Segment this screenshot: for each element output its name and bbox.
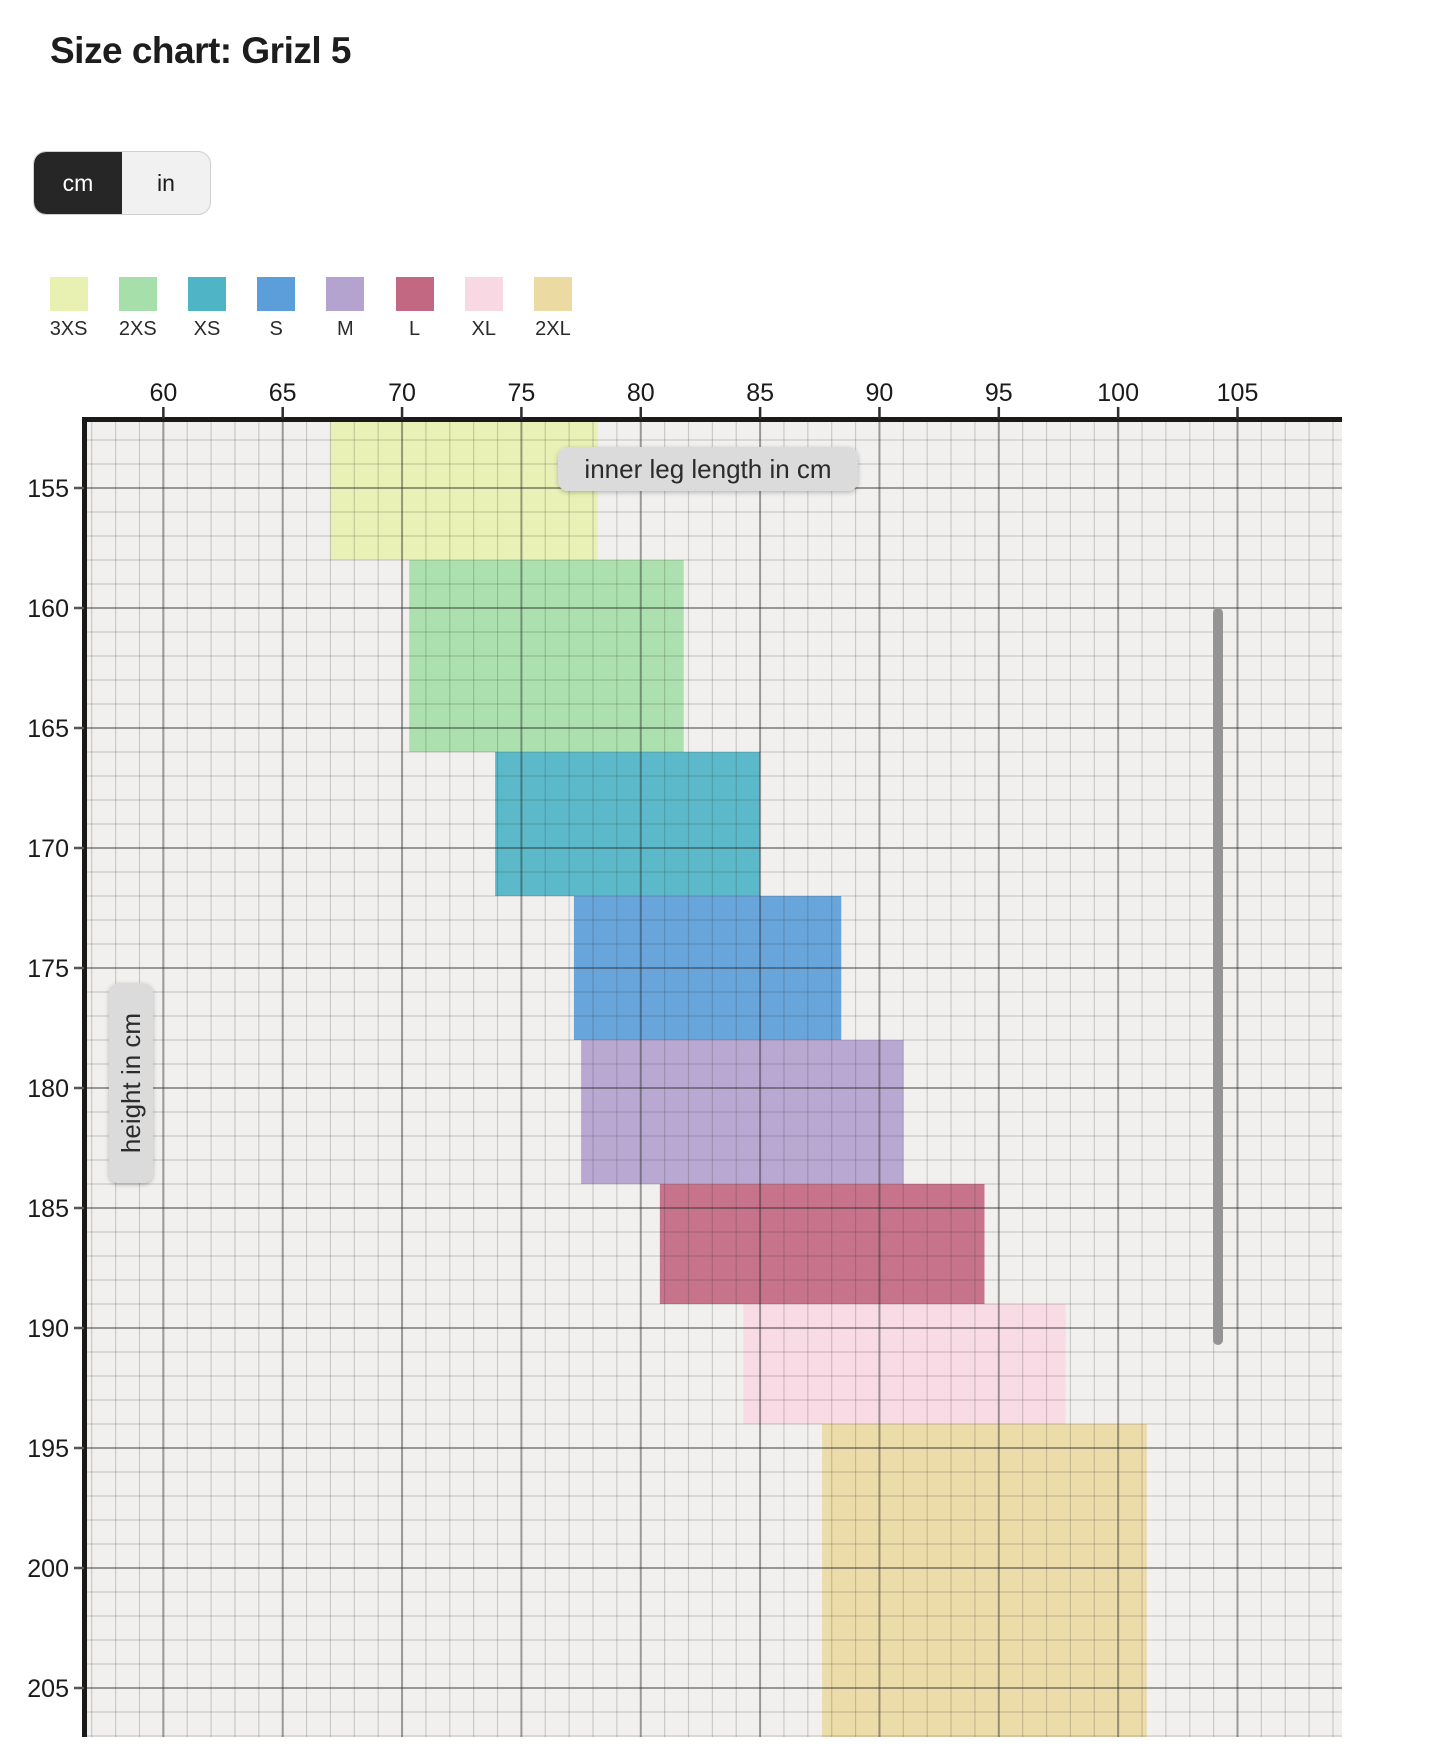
size-region-s [573,896,842,1040]
unit-toggle: cm in [33,151,211,215]
legend-swatch-s [257,277,296,311]
y-tick-label: 155 [27,475,69,503]
size-region-3xs [330,422,598,560]
legend-item-xs: XS [172,277,241,341]
y-tick-label: 175 [27,955,69,983]
x-axis-line [82,417,1342,422]
size-region-m [581,1040,904,1184]
unit-toggle-in-button[interactable]: in [122,152,210,214]
legend-label: 3XS [49,318,88,340]
y-axis-line [82,417,87,1737]
legend-swatch-xl [464,277,503,311]
size-region-xs [495,752,761,896]
y-axis-label: height in cm [116,1013,146,1153]
x-tick-label: 70 [388,379,416,407]
legend-swatch-xs [187,277,226,311]
y-tick-label: 165 [27,715,69,743]
legend-item-l: L [380,277,449,341]
size-legend: 3XS 2XS XS S M L XL 2XL [34,277,588,341]
legend-item-2xs: 2XS [103,277,172,341]
y-axis-label-pill [109,983,153,1183]
page-title: Size chart: Grizl 5 [50,30,352,71]
legend-label: L [408,318,421,340]
y-tick-label: 205 [27,1675,69,1703]
legend-item-2xl: 2XL [518,277,587,341]
x-axis-label-pill [558,447,858,491]
x-tick-label: 90 [866,379,894,407]
size-region-2xs [409,560,684,752]
legend-swatch-m [326,277,365,311]
x-tick-label: 80 [627,379,655,407]
size-region-xl [743,1304,1066,1424]
x-tick-label: 60 [149,379,177,407]
legend-label: M [337,318,354,340]
x-tick-label: 95 [985,379,1013,407]
legend-label: 2XS [118,318,157,340]
legend-item-xl: XL [449,277,518,341]
x-tick-label: 75 [507,379,535,407]
x-tick-label: 65 [269,379,297,407]
legend-item-s: S [242,277,311,341]
legend-item-m: M [311,277,380,341]
legend-label: 2XL [535,318,571,340]
y-tick-label: 190 [27,1315,69,1343]
y-tick-label: 195 [27,1435,69,1463]
y-tick-label: 160 [27,595,69,623]
legend-swatch-3xs [49,277,88,311]
y-tick-label: 170 [27,835,69,863]
y-tick-label: 185 [27,1195,69,1223]
legend-label: XL [471,318,496,340]
legend-swatch-l [395,277,434,311]
x-tick-label: 105 [1217,379,1259,407]
y-tick-label: 180 [27,1075,69,1103]
vertical-scrollbar-thumb[interactable] [1213,608,1223,1345]
size-region-2xl [822,1424,1147,1737]
legend-label: XS [193,318,221,340]
legend-swatch-2xs [118,277,157,311]
x-tick-label: 100 [1097,379,1139,407]
x-axis-label: inner leg length in cm [584,454,831,484]
legend-swatch-2xl [533,277,572,311]
x-tick-label: 85 [746,379,774,407]
legend-item-3xs: 3XS [34,277,103,341]
size-region-l [659,1184,985,1304]
y-tick-label: 200 [27,1555,69,1583]
legend-label: S [269,318,283,340]
unit-toggle-cm-button[interactable]: cm [34,152,122,214]
